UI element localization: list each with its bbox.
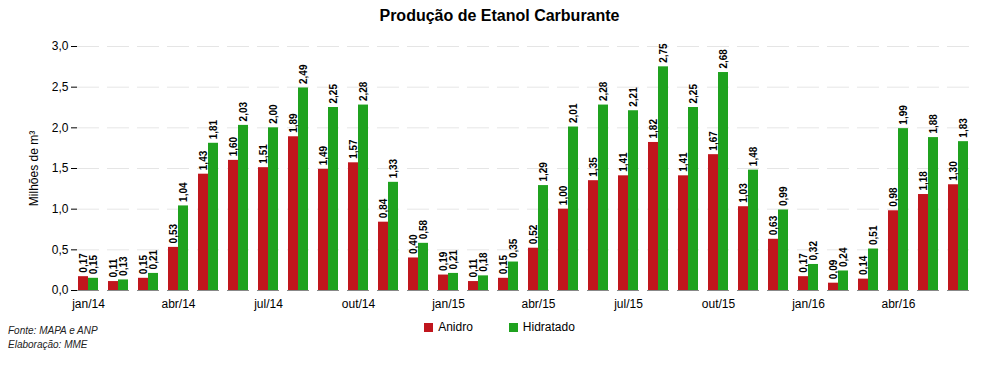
svg-text:1,89: 1,89 xyxy=(288,113,299,133)
html-text:Hidratado: Hidratado xyxy=(522,320,575,334)
svg-text:1,41: 1,41 xyxy=(678,152,689,172)
svg-text:jan/14: jan/14 xyxy=(71,297,105,311)
svg-text:1,00: 1,00 xyxy=(558,185,569,205)
svg-text:2,25: 2,25 xyxy=(328,84,339,104)
svg-text:1,83: 1,83 xyxy=(958,118,969,138)
svg-text:abr/16: abr/16 xyxy=(881,297,915,311)
svg-text:1,82: 1,82 xyxy=(648,119,659,139)
svg-text:jan/15: jan/15 xyxy=(431,297,465,311)
svg-text:1,41: 1,41 xyxy=(618,152,629,172)
svg-text:1,88: 1,88 xyxy=(928,114,939,134)
svg-text:0,0: 0,0 xyxy=(52,283,69,297)
svg-text:jul/15: jul/15 xyxy=(613,297,643,311)
svg-text:0,84: 0,84 xyxy=(378,198,389,218)
html-text:Elaboração: MME: Elaboração: MME xyxy=(8,339,88,350)
html-text:Fonte: MAPA e ANP: Fonte: MAPA e ANP xyxy=(8,325,98,336)
svg-text:1,03: 1,03 xyxy=(738,183,749,203)
svg-text:0,52: 0,52 xyxy=(528,224,539,244)
svg-text:0,14: 0,14 xyxy=(858,255,869,275)
svg-text:2,03: 2,03 xyxy=(238,101,249,121)
svg-text:2,5: 2,5 xyxy=(52,80,69,94)
svg-text:2,0: 2,0 xyxy=(52,121,69,135)
svg-text:0,5: 0,5 xyxy=(52,243,69,257)
svg-text:2,28: 2,28 xyxy=(358,81,369,101)
html-text:Produção de Etanol Carburante: Produção de Etanol Carburante xyxy=(379,7,620,24)
svg-text:1,60: 1,60 xyxy=(228,136,239,156)
svg-text:abr/15: abr/15 xyxy=(521,297,555,311)
svg-text:Milhões de m³: Milhões de m³ xyxy=(27,131,41,206)
svg-text:1,67: 1,67 xyxy=(708,131,719,151)
svg-text:1,81: 1,81 xyxy=(208,119,219,139)
svg-text:1,5: 1,5 xyxy=(52,161,69,175)
svg-text:1,04: 1,04 xyxy=(178,182,189,202)
svg-text:0,18: 0,18 xyxy=(478,252,489,272)
svg-text:2,00: 2,00 xyxy=(268,104,279,124)
svg-text:1,18: 1,18 xyxy=(918,171,929,191)
svg-text:0,24: 0,24 xyxy=(838,247,849,267)
svg-text:2,28: 2,28 xyxy=(598,81,609,101)
svg-text:1,33: 1,33 xyxy=(388,158,399,178)
svg-text:1,57: 1,57 xyxy=(348,139,359,159)
svg-text:0,51: 0,51 xyxy=(868,225,879,245)
svg-text:1,30: 1,30 xyxy=(948,161,959,181)
svg-text:0,19: 0,19 xyxy=(437,251,449,271)
svg-text:0,35: 0,35 xyxy=(508,238,519,258)
svg-text:1,51: 1,51 xyxy=(258,144,269,164)
svg-text:0,11: 0,11 xyxy=(107,258,119,278)
svg-text:2,01: 2,01 xyxy=(568,103,579,123)
svg-text:0,15: 0,15 xyxy=(497,254,509,275)
svg-text:1,43: 1,43 xyxy=(198,150,209,170)
svg-text:1,99: 1,99 xyxy=(898,105,909,125)
svg-text:jul/14: jul/14 xyxy=(253,297,283,311)
svg-text:0,09: 0,09 xyxy=(827,259,839,280)
svg-text:2,75: 2,75 xyxy=(658,43,669,63)
svg-text:1,35: 1,35 xyxy=(588,157,599,177)
svg-text:0,21: 0,21 xyxy=(148,250,159,270)
svg-text:0,32: 0,32 xyxy=(808,241,819,261)
svg-text:0,53: 0,53 xyxy=(168,223,179,243)
svg-text:0,15: 0,15 xyxy=(137,254,149,275)
svg-text:0,11: 0,11 xyxy=(467,258,479,278)
svg-text:out/14: out/14 xyxy=(342,297,376,311)
html-text:Anidro: Anidro xyxy=(438,320,473,334)
svg-text:0,17: 0,17 xyxy=(77,253,89,273)
svg-text:1,48: 1,48 xyxy=(748,146,759,166)
svg-text:0,99: 0,99 xyxy=(778,186,789,206)
svg-text:1,29: 1,29 xyxy=(538,162,549,182)
svg-text:jan/16: jan/16 xyxy=(791,297,825,311)
svg-text:2,68: 2,68 xyxy=(718,49,729,69)
svg-text:0,13: 0,13 xyxy=(118,256,129,276)
svg-text:0,58: 0,58 xyxy=(418,219,429,239)
svg-text:out/15: out/15 xyxy=(702,297,736,311)
svg-text:abr/14: abr/14 xyxy=(161,297,195,311)
svg-text:2,25: 2,25 xyxy=(688,84,699,104)
svg-text:0,63: 0,63 xyxy=(768,215,779,235)
svg-text:0,98: 0,98 xyxy=(888,187,899,207)
svg-text:1,0: 1,0 xyxy=(52,202,69,216)
svg-text:1,49: 1,49 xyxy=(318,145,329,165)
svg-text:2,21: 2,21 xyxy=(628,87,639,107)
svg-text:0,21: 0,21 xyxy=(448,250,459,270)
svg-text:0,40: 0,40 xyxy=(407,234,419,254)
svg-text:0,15: 0,15 xyxy=(88,254,99,274)
svg-text:2,49: 2,49 xyxy=(298,64,309,84)
svg-text:0,17: 0,17 xyxy=(797,253,809,273)
svg-text:3,0: 3,0 xyxy=(52,39,69,53)
